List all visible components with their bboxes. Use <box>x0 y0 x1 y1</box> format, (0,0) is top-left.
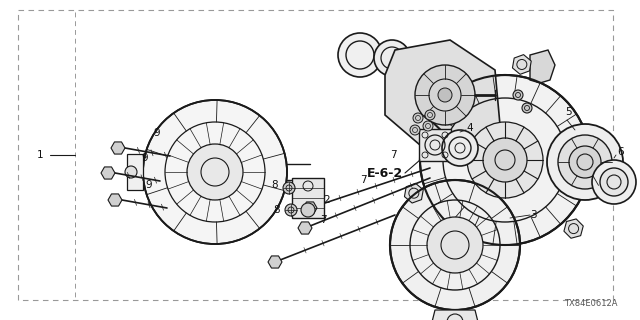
Text: 9: 9 <box>154 128 160 138</box>
Circle shape <box>125 166 137 178</box>
Polygon shape <box>513 55 531 74</box>
Circle shape <box>427 217 483 273</box>
Circle shape <box>442 130 478 166</box>
Circle shape <box>415 65 475 125</box>
Text: 7: 7 <box>390 150 397 160</box>
Text: 5: 5 <box>565 107 572 117</box>
Circle shape <box>410 125 420 135</box>
Polygon shape <box>298 222 312 234</box>
Circle shape <box>187 144 243 200</box>
Polygon shape <box>111 142 125 154</box>
Circle shape <box>558 135 612 189</box>
Text: 4: 4 <box>466 123 472 133</box>
Circle shape <box>413 113 423 123</box>
Polygon shape <box>530 50 555 83</box>
Polygon shape <box>127 154 143 190</box>
Circle shape <box>592 160 636 204</box>
Text: 7: 7 <box>320 215 326 225</box>
Circle shape <box>438 88 452 102</box>
Circle shape <box>390 180 520 310</box>
Circle shape <box>420 75 590 245</box>
Polygon shape <box>303 202 317 214</box>
Text: 9: 9 <box>141 153 148 163</box>
Circle shape <box>467 122 543 198</box>
Text: E-6-2: E-6-2 <box>367 166 403 180</box>
FancyBboxPatch shape <box>419 129 451 161</box>
Text: 1: 1 <box>36 150 44 160</box>
Circle shape <box>283 182 295 194</box>
Circle shape <box>285 204 297 216</box>
Circle shape <box>425 110 435 120</box>
Text: 9: 9 <box>145 180 152 190</box>
Circle shape <box>547 124 623 200</box>
Circle shape <box>569 146 601 178</box>
Circle shape <box>522 103 532 113</box>
Circle shape <box>301 203 315 217</box>
Circle shape <box>483 138 527 182</box>
Text: 2: 2 <box>323 195 330 205</box>
Text: 7: 7 <box>360 175 367 185</box>
Polygon shape <box>430 310 480 320</box>
Circle shape <box>143 100 287 244</box>
Circle shape <box>600 168 628 196</box>
Text: 8: 8 <box>273 205 280 215</box>
Text: 6: 6 <box>617 147 623 157</box>
Text: TX84E0612A: TX84E0612A <box>564 299 618 308</box>
Circle shape <box>423 121 433 131</box>
Polygon shape <box>385 40 500 150</box>
Text: 8: 8 <box>271 180 278 190</box>
Polygon shape <box>564 219 583 238</box>
Polygon shape <box>101 167 115 179</box>
Polygon shape <box>404 183 423 203</box>
Circle shape <box>374 40 410 76</box>
Polygon shape <box>108 194 122 206</box>
Polygon shape <box>268 256 282 268</box>
Circle shape <box>338 33 382 77</box>
FancyBboxPatch shape <box>292 178 324 218</box>
Text: 3: 3 <box>530 210 536 220</box>
Circle shape <box>513 90 523 100</box>
